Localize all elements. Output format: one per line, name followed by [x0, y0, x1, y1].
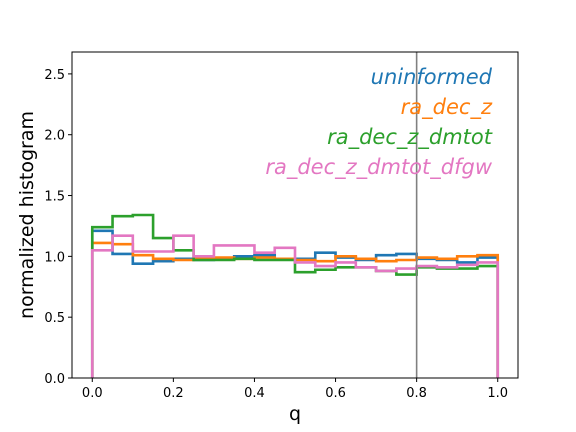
y-tick-label: 2.0: [44, 129, 65, 144]
legend-entry-ra_dec_z_dmtot_dfgw: ra_dec_z_dmtot_dfgw: [265, 155, 492, 180]
y-tick-label: 1.5: [44, 190, 65, 205]
x-axis: 0.0 0.2 0.4 0.6 0.8 1.0: [82, 378, 508, 401]
legend-entry-uninformed: uninformed: [371, 65, 493, 89]
x-tick-label: 1.0: [487, 386, 508, 401]
y-tick-label: 0.5: [44, 311, 65, 326]
x-axis-title: q: [289, 403, 301, 425]
plot-frame: [71, 51, 519, 379]
series-line-ra_dec_z_dmtot: [90, 213, 500, 378]
y-tick-label: 2.5: [44, 68, 65, 83]
series-line-ra_dec_z_dmtot_dfgw: [90, 234, 500, 378]
y-axis: 0.0 0.5 1.0 1.5 2.0 2.5: [44, 68, 72, 387]
x-tick-label: 0.8: [406, 386, 427, 401]
legend-entry-ra_dec_z_dmtot: ra_dec_z_dmtot: [327, 125, 493, 150]
x-tick-label: 0.4: [244, 386, 265, 401]
x-tick-label: 0.0: [82, 386, 103, 401]
y-tick-label: 0.0: [44, 372, 65, 387]
y-tick-label: 1.0: [44, 250, 65, 265]
legend: uninformed ra_dec_z ra_dec_z_dmtot ra_dec_z…: [265, 65, 493, 180]
y-axis-title: normalized histogram: [16, 111, 38, 319]
series-layer: [90, 213, 500, 378]
legend-entry-ra_dec_z: ra_dec_z: [401, 95, 493, 120]
x-tick-label: 0.2: [163, 386, 184, 401]
x-tick-label: 0.6: [325, 386, 346, 401]
